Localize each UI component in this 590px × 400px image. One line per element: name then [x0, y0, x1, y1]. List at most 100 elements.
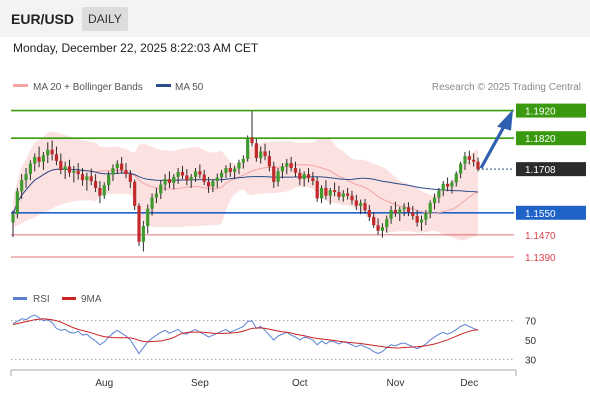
ma50-line [12, 168, 479, 215]
candlestick [467, 150, 471, 165]
rsi-tick-label: 70 [525, 317, 537, 328]
legend-swatch-9ma [62, 297, 76, 300]
candlestick [376, 218, 380, 235]
candlestick [459, 161, 463, 179]
candlestick [463, 152, 467, 170]
candlestick [59, 153, 63, 175]
price-labels: 1.1920 1.1820 1.1708 1.1550 1.1470 1.1390 [516, 103, 586, 264]
candlestick [150, 193, 154, 216]
candlestick [241, 155, 245, 169]
candle-body [315, 181, 319, 199]
candlestick [189, 174, 193, 188]
candlestick [454, 171, 458, 187]
candlestick [415, 210, 419, 227]
price-label: 1.1920 [525, 107, 556, 118]
candle-body [72, 170, 76, 173]
candle-body [46, 149, 50, 156]
price-tag [516, 205, 586, 220]
x-tick-label: Dec [460, 378, 478, 389]
candle-body [233, 168, 237, 172]
price-label: 1.1550 [525, 209, 556, 220]
candlestick [302, 171, 306, 187]
candlestick [111, 164, 115, 182]
price-tag [516, 131, 586, 146]
candle-body [293, 168, 298, 173]
candle-body [202, 174, 206, 182]
candle-body [459, 163, 463, 174]
candle-body [20, 180, 24, 192]
candlestick [406, 202, 411, 217]
candle-body [154, 193, 159, 198]
candlestick [350, 190, 354, 205]
candlestick [328, 187, 332, 205]
candlestick [198, 164, 202, 179]
candle-body [206, 181, 211, 187]
candle-body [424, 213, 428, 220]
candle-body [332, 190, 337, 193]
bollinger-band-area [13, 131, 478, 241]
candle-body [324, 187, 328, 196]
candlestick [289, 156, 293, 172]
candle-body [163, 179, 167, 185]
candlestick [276, 168, 280, 187]
candle-body [250, 137, 254, 144]
candle-body [133, 181, 137, 206]
candlestick [172, 174, 176, 190]
candlestick [37, 146, 41, 168]
candlestick [419, 215, 424, 231]
legend-label-rsi: RSI [33, 294, 50, 305]
candle-body [363, 203, 367, 211]
candlestick [107, 171, 111, 191]
candlestick [20, 174, 24, 199]
candle-body [380, 227, 384, 231]
candle-body [415, 216, 419, 223]
candlestick [11, 210, 15, 238]
datetime-label: Monday, December 22, 2025 8:22:03 AM CET [13, 41, 259, 55]
candle-body [76, 170, 80, 175]
candlestick [393, 201, 398, 217]
candlestick [237, 159, 241, 175]
candlestick [167, 171, 172, 188]
candle-body [259, 151, 263, 159]
moving-averages [12, 164, 479, 215]
candlestick [93, 174, 98, 193]
timeframe-button[interactable]: DAILY [82, 7, 128, 31]
candle-body [454, 173, 458, 183]
candle-body [33, 156, 37, 164]
candle-body [346, 193, 350, 196]
candle-body [198, 171, 202, 175]
candle-body [80, 174, 85, 181]
candle-body [189, 176, 193, 181]
candle-body [228, 168, 232, 172]
candlestick [224, 165, 228, 179]
candlestick [146, 204, 150, 234]
candlestick [298, 168, 302, 186]
candlestick [124, 163, 128, 179]
candle-body [159, 184, 163, 194]
candlestick [24, 168, 28, 188]
candlestick [472, 153, 476, 167]
candlestick [80, 168, 85, 186]
candlestick [445, 177, 450, 192]
candlestick [102, 182, 106, 199]
candlestick [367, 205, 371, 222]
candle-body [467, 156, 471, 160]
rsi-9ma-line [12, 318, 479, 349]
candle-body [428, 203, 432, 214]
candlestick [246, 135, 250, 162]
candle-body [398, 209, 402, 214]
candlestick [293, 161, 298, 177]
x-tick-label: Aug [95, 378, 113, 389]
symbol-label: EUR/USD [11, 11, 75, 27]
candlestick [163, 174, 167, 191]
candlestick [441, 181, 445, 197]
candle-body [337, 192, 341, 197]
candlestick [424, 210, 428, 226]
candlestick [311, 171, 315, 186]
candle-body [319, 187, 324, 199]
candle-body [185, 175, 189, 181]
candle-body [241, 158, 245, 163]
legend-swatch-rsi [13, 297, 27, 300]
candle-body [211, 181, 215, 187]
